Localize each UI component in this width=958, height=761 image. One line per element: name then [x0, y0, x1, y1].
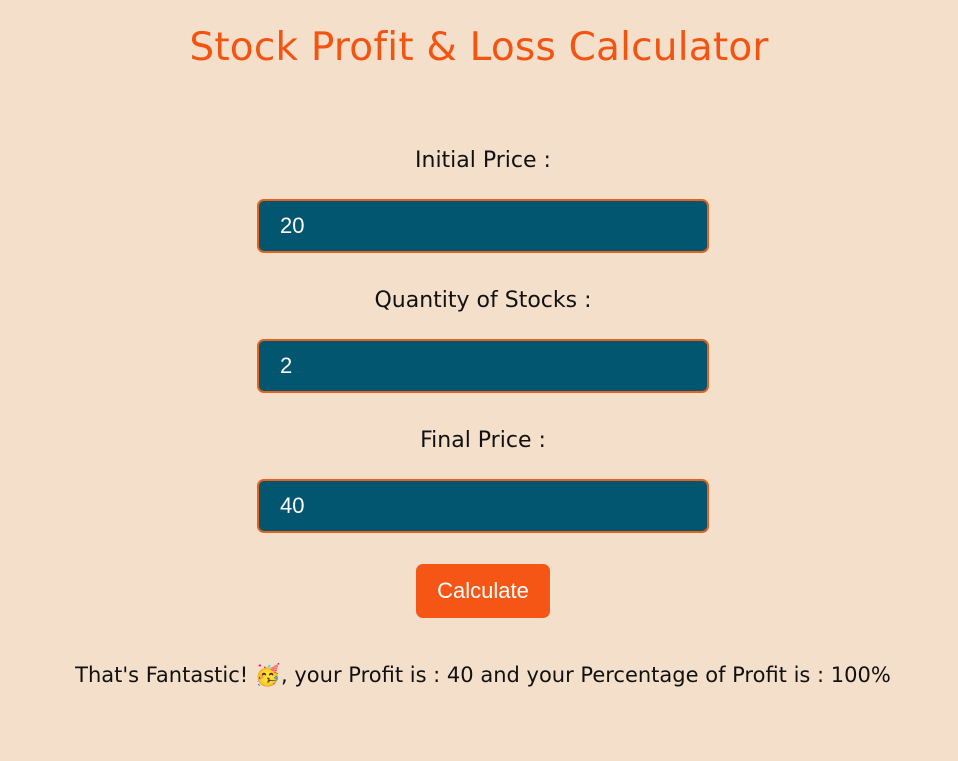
result-prefix: That's Fantastic!: [75, 663, 255, 687]
final-price-input[interactable]: [257, 479, 709, 533]
final-price-label: Final Price :: [420, 428, 546, 453]
initial-price-input[interactable]: [257, 199, 709, 253]
quantity-label: Quantity of Stocks :: [374, 288, 592, 313]
page-title: Stock Profit & Loss Calculator: [189, 25, 769, 70]
party-face-icon: 🥳: [254, 663, 282, 687]
quantity-input[interactable]: [257, 339, 709, 393]
calculate-button[interactable]: Calculate: [416, 564, 550, 618]
initial-price-label: Initial Price :: [415, 148, 551, 173]
result-text: , your Profit is : 40 and your Percentag…: [281, 663, 891, 687]
result-message: That's Fantastic! 🥳, your Profit is : 40…: [0, 660, 958, 690]
